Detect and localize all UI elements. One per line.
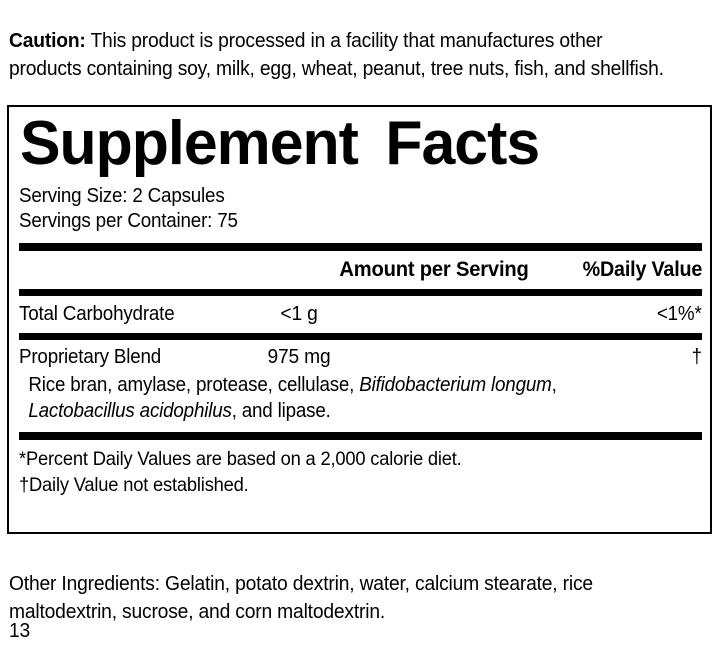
nutrient-name: Proprietary Blend: [19, 346, 162, 368]
supplement-facts-title: Supplement Facts: [19, 111, 688, 177]
rule-below-column-headers: [19, 289, 702, 296]
rule-above-footnotes: [19, 432, 702, 440]
page-number: 13: [9, 619, 31, 642]
supplement-facts-inner: Supplement Facts Serving Size: 2 Capsules…: [19, 107, 702, 498]
rule-between-rows: [19, 333, 702, 340]
blend-ingredients-line-2: Lactobacillus acidophilus, and lipase.: [19, 399, 711, 425]
spacer: [19, 424, 702, 432]
column-header-daily-value: %Daily Value: [582, 258, 702, 281]
caution-statement: Caution: This product is processed in a …: [9, 27, 667, 83]
rule-above-column-headers: [19, 243, 702, 251]
supplement-facts-panel: Supplement Facts Serving Size: 2 Capsules…: [7, 105, 712, 534]
blend-ingredients-text: Rice bran, amylase, protease, cellulase,: [28, 374, 360, 396]
column-header-row: Amount per Serving %Daily Value: [19, 255, 702, 285]
title-word-facts: Facts: [385, 109, 540, 178]
table-row: Proprietary Blend 975 mg †: [19, 344, 702, 371]
nutrient-name: Total Carbohydrate: [19, 303, 175, 325]
nutrient-daily-value: <1%*: [657, 303, 702, 325]
table-row: Total Carbohydrate <1 g <1%*: [19, 301, 702, 328]
species-name-lactobacillus-acidophilus: Lactobacillus acidophilus: [28, 399, 232, 422]
blend-ingredients-text-tail: , and lipase.: [231, 399, 331, 422]
spacer: [19, 234, 702, 243]
servings-per-container: Servings per Container: 75: [19, 210, 238, 232]
column-header-amount-per-serving: Amount per Serving: [339, 258, 529, 281]
footnote-percent-daily-value: *Percent Daily Values are based on a 2,0…: [19, 448, 462, 470]
blend-ingredients-line-1: Rice bran, amylase, protease, cellulase,…: [19, 373, 711, 399]
nutrient-daily-value: †: [691, 346, 702, 368]
footnote-daily-value-not-established: †Daily Value not established.: [19, 474, 249, 496]
nutrient-amount: <1 g: [280, 303, 318, 325]
other-ingredients: Other Ingredients: Gelatin, potato dextr…: [9, 571, 593, 623]
caution-keyword: Caution:: [9, 28, 86, 52]
serving-size: Serving Size: 2 Capsules: [19, 185, 225, 207]
blend-ingredients-punctuation: ,: [551, 374, 557, 396]
species-name-bifidobacterium-longum: Bifidobacterium longum: [359, 374, 552, 396]
caution-text: This product is processed in a facility …: [9, 28, 664, 80]
title-word-supplement: Supplement: [19, 109, 359, 178]
nutrient-amount: 975 mg: [267, 346, 331, 368]
